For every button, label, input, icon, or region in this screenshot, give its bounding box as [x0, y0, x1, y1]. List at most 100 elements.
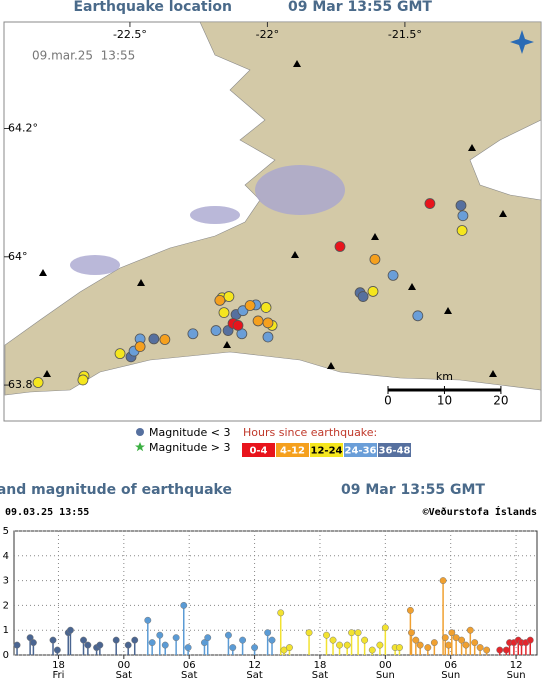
quake-dot [466, 626, 474, 634]
quake-dot [277, 609, 285, 617]
lava-field [255, 165, 345, 215]
x-tick-label: 00 [379, 660, 392, 671]
quake [367, 286, 379, 297]
quake [262, 331, 274, 343]
x-day-label: Sat [116, 670, 132, 679]
lon-label: -22.5° [113, 28, 147, 41]
quake [387, 269, 399, 281]
hours-swatch [276, 443, 309, 457]
quake-dot [239, 636, 247, 644]
quake-dot [66, 626, 74, 634]
x-day-label: Sat [181, 670, 197, 679]
map-stamp: 09.mar.25 13:55 [32, 49, 135, 63]
quake-dot [80, 636, 87, 644]
x-tick-label: 18 [52, 660, 65, 671]
quake [244, 300, 256, 311]
quake-dot [458, 636, 466, 644]
quake-dot [323, 631, 330, 639]
quake-dot [476, 644, 484, 652]
quake-dot [329, 636, 337, 644]
quake-dot [354, 629, 362, 637]
quake [134, 341, 146, 352]
quake-dot [416, 641, 424, 649]
quake-dot [361, 636, 369, 644]
quake-dot [204, 634, 212, 642]
quake [187, 328, 199, 340]
x-day-label: Fri [52, 670, 64, 679]
quake [252, 315, 264, 327]
x-tick-label: 00 [117, 660, 130, 671]
quake [148, 333, 160, 345]
credit: ©Veðurstofa Íslands [423, 505, 537, 518]
quake [260, 302, 272, 313]
map: 09.mar.25 13:55 Earthquake location 09 M… [3, 0, 542, 454]
x-tick-label: 06 [444, 660, 457, 671]
hours-label: 0-4 [249, 446, 267, 457]
quake [412, 310, 424, 322]
quake [223, 291, 235, 302]
quake-dot [84, 641, 92, 649]
quake-dot [161, 641, 169, 649]
quake-dot [148, 639, 156, 647]
quake-dot [412, 636, 420, 644]
quake [357, 291, 369, 302]
quake-dot [124, 641, 132, 649]
quake-dot [26, 634, 34, 642]
y-tick-label: 0 [3, 650, 9, 661]
lon-label: -21.5° [388, 28, 422, 41]
quake-dot [381, 624, 389, 632]
stamp-box [28, 46, 146, 66]
quake-dot [348, 629, 356, 637]
quake-dot [448, 629, 456, 637]
legend-star [135, 442, 145, 452]
quake-dot [268, 636, 276, 644]
scale-label: 10 [437, 394, 452, 408]
quake [32, 377, 44, 388]
quake [456, 225, 468, 236]
hours-label: 36-48 [379, 446, 411, 457]
quake-dot [471, 639, 479, 647]
quake [457, 210, 469, 222]
quake-dot [424, 644, 432, 652]
hours-swatch [242, 443, 275, 457]
hours-label: 12-24 [311, 446, 343, 457]
x-tick-label: 12 [510, 660, 523, 671]
quake-dot [184, 644, 192, 652]
quake [218, 307, 230, 318]
quake-dot [396, 644, 403, 652]
lava-field [70, 255, 120, 275]
quake-dot [502, 646, 510, 654]
hours-title: Hours since earthquake: [243, 426, 377, 439]
map-time: 09 Mar 13:55 GMT [288, 0, 432, 15]
quake-dot [462, 641, 470, 649]
x-tick-label: 06 [183, 660, 196, 671]
quake-dot [172, 634, 180, 642]
y-tick-label: 2 [3, 600, 9, 611]
scale-unit: km [436, 370, 453, 383]
chart-stamp: 09.03.25 13:55 [5, 507, 89, 518]
quake [232, 320, 244, 331]
quake-dot [96, 641, 104, 649]
x-day-label: Sat [246, 670, 262, 679]
quake-dot [144, 616, 152, 624]
quake [210, 325, 222, 336]
quake [214, 295, 226, 306]
lon-label: -22° [256, 28, 279, 41]
scale-label: 0 [384, 394, 392, 408]
x-day-label: Sun [376, 670, 395, 679]
quake-dot [406, 606, 414, 614]
quake-dot [496, 646, 504, 654]
quake-dot [368, 646, 376, 654]
scale-label: 20 [493, 394, 508, 408]
quake [159, 334, 171, 345]
chart: Time and magnitude of earthquake 09 Mar … [0, 482, 538, 656]
quake [334, 241, 346, 252]
chart-time: 09 Mar 13:55 GMT [341, 482, 485, 498]
x-tick-label: 18 [314, 660, 327, 671]
legend-label: Magnitude < 3 [149, 426, 231, 439]
quake-dot [251, 644, 259, 652]
quake-dot [336, 641, 344, 649]
quake-dot [264, 629, 272, 637]
y-tick-label: 3 [3, 576, 9, 587]
